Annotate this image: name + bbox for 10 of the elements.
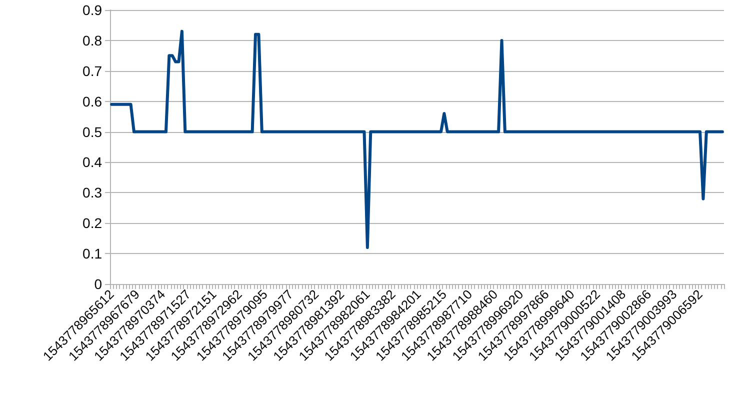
y-tick-label: 0.9 <box>82 2 102 18</box>
y-tick-label: 0.4 <box>82 154 102 170</box>
y-tick-label: 0.5 <box>82 124 102 140</box>
y-tick-label: 0.3 <box>82 184 102 201</box>
y-tick-label: 0.2 <box>82 215 102 232</box>
y-tick-label: 0 <box>94 276 102 292</box>
y-tick-label: 0.1 <box>82 246 102 262</box>
y-tick-label: 0.6 <box>82 93 102 110</box>
y-tick-label: 0.8 <box>82 32 102 48</box>
y-tick-label: 0.7 <box>82 62 102 79</box>
